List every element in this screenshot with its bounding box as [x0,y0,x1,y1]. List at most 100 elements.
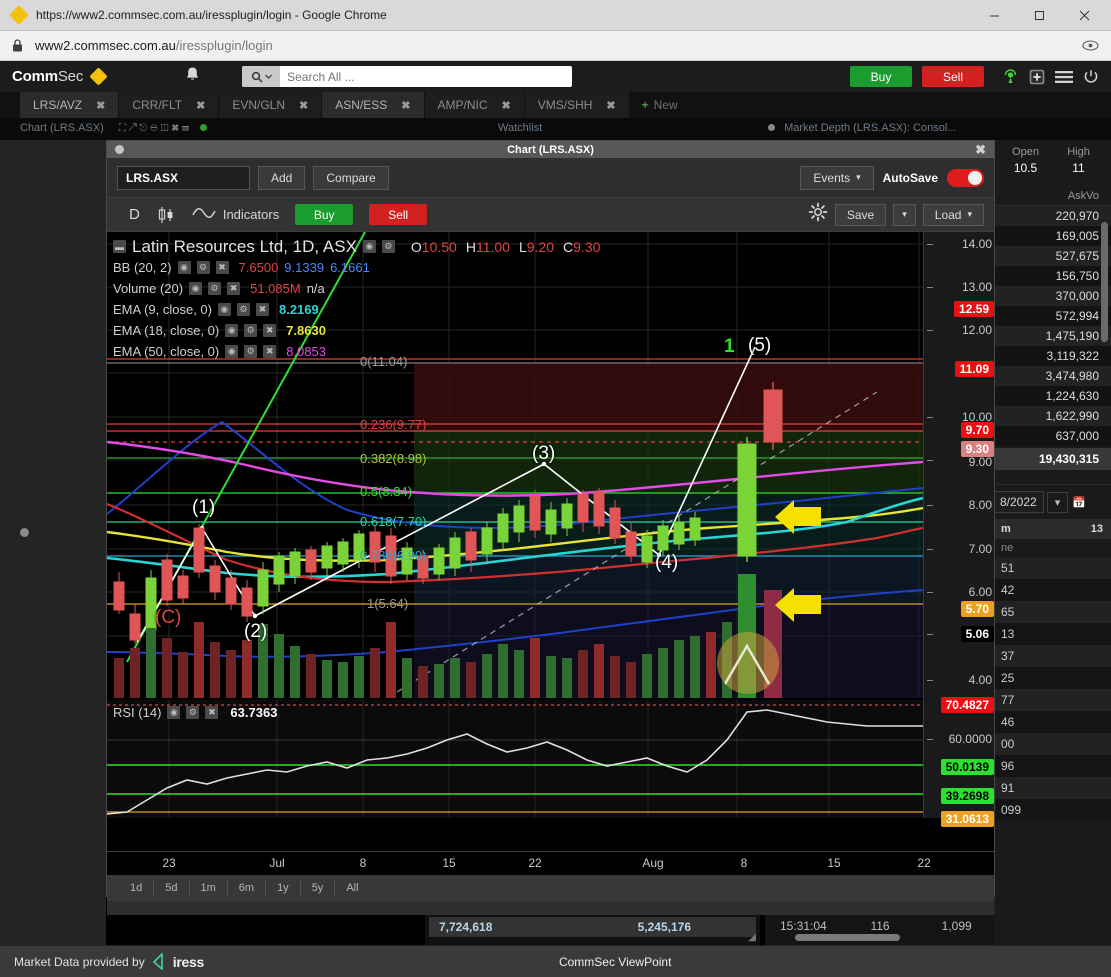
workspace-tab-evn-gln[interactable]: EVN/GLN ✖ [219,92,323,118]
resize-grip[interactable]: ◢ [748,932,756,943]
visibility-icon[interactable]: ◉ [177,261,191,274]
minimize-button[interactable] [972,0,1017,30]
list-item[interactable]: 91 [993,777,1111,799]
list-item[interactable]: 25 [993,667,1111,689]
table-row[interactable]: 3,474,980 [993,366,1111,386]
load-button[interactable]: Load ▾ [922,203,984,226]
browser-url-bar[interactable]: www2.commsec.com.au/iressplugin/login [0,31,1111,61]
chart-window-titlebar[interactable]: Chart (LRS.ASX) ✖ [107,141,994,158]
list-item[interactable]: 42 [993,579,1111,601]
add-panel-icon[interactable] [1029,69,1045,85]
close-icon[interactable]: ✖ [205,706,219,719]
list-item[interactable]: 13 [993,623,1111,645]
chart-canvas[interactable]: 0(11.04) 0.236(9.77) 0.382(8.98) 0.5(8.3… [107,232,994,851]
table-row[interactable]: 15:31:04 116 1,099 [765,915,995,937]
workspace-tab-lrs-avz[interactable]: LRS/AVZ ✖ [20,92,120,118]
visibility-icon[interactable]: ◉ [189,282,203,295]
timeframe-6m[interactable]: 6m [228,881,267,895]
close-icon[interactable]: ✖ [227,282,241,295]
price-pane[interactable]: 0(11.04) 0.236(9.77) 0.382(8.98) 0.5(8.3… [107,232,923,698]
compare-button[interactable]: Compare [313,165,389,190]
table-row[interactable]: 527,675 [993,246,1111,266]
settings-icon[interactable]: ⚙ [236,303,250,316]
panel-icons[interactable]: ⛶ ↗ ⎋ ⊖ ◫ ✖ ☰ [118,123,190,134]
settings-icon[interactable]: ⚙ [186,706,200,719]
table-row[interactable]: 1,475,190 [993,326,1111,346]
close-tab-icon[interactable]: ✖ [299,99,309,112]
timeframe-all[interactable]: All [346,882,359,894]
table-row[interactable]: 156,750 [993,266,1111,286]
close-icon[interactable]: ✖ [215,261,229,274]
panel-title-chart[interactable]: Chart (LRS.ASX) ⛶ ↗ ⎋ ⊖ ◫ ✖ ☰ [20,122,208,134]
save-dropdown-icon[interactable]: ▾ [893,203,916,226]
close-icon[interactable]: ✖ [263,324,277,337]
table-row[interactable]: 3,119,322 [993,346,1111,366]
global-search[interactable] [242,66,573,87]
price-axis[interactable]: 14.00 13.00 12.59 12.00 11.09 10.00 9.70… [923,232,994,827]
table-row[interactable]: 1,224,630 [993,386,1111,406]
timeframe-1y[interactable]: 1y [266,881,301,895]
list-item[interactable]: 96 [993,755,1111,777]
chart-buy-button[interactable]: Buy [295,204,354,225]
workspace-tab-amp-nic[interactable]: AMP/NIC ✖ [424,92,525,118]
notifications-bell-icon[interactable] [185,66,200,88]
panel-title-market-depth[interactable]: Market Depth (LRS.ASX): Consol... [768,122,956,134]
search-icon-button[interactable] [242,66,281,87]
list-item[interactable]: 46 [993,711,1111,733]
panel-drag-handle[interactable] [20,528,29,537]
visibility-icon[interactable]: ◉ [167,706,181,719]
add-symbol-button[interactable]: Add [258,165,306,190]
horizontal-scrollbar[interactable] [795,934,900,941]
workspace-tab-crr-flt[interactable]: CRR/FLT ✖ [119,92,220,118]
timeframe-5d[interactable]: 5d [154,881,190,895]
indicators-button[interactable]: Indicators [192,207,279,222]
collapse-icon[interactable]: ▬ [113,240,126,253]
rsi-pane[interactable]: RSI (14) ◉ ⚙ ✖ 63.7363 [107,700,923,818]
settings-icon[interactable]: ⚙ [244,345,258,358]
save-button[interactable]: Save [834,203,887,226]
date-dropdown-icon[interactable]: ▾ [1046,491,1069,513]
broadcast-icon[interactable] [1002,68,1019,85]
settings-gear-icon[interactable] [808,202,828,227]
settings-icon[interactable]: ⚙ [196,261,210,274]
depth-scrollbar[interactable] [1101,222,1108,342]
list-item[interactable]: 77 [993,689,1111,711]
visibility-icon[interactable]: ◉ [225,345,239,358]
visibility-icon[interactable]: ◉ [362,240,376,253]
close-icon[interactable]: ✖ [263,345,277,358]
chart-sell-button[interactable]: Sell [369,204,428,225]
list-item[interactable]: 37 [993,645,1111,667]
close-tab-icon[interactable]: ✖ [96,99,106,112]
table-row[interactable]: 169,005 [993,226,1111,246]
workspace-tab-asn-ess[interactable]: ASN/ESS ✖ [322,92,425,118]
chart-type-candles-icon[interactable] [156,206,176,224]
time-axis[interactable]: 23 Jul 8 15 22 Aug 8 15 22 [107,851,994,875]
list-item[interactable]: 00 [993,733,1111,755]
date-field[interactable]: 8/2022 [993,491,1044,513]
table-row[interactable]: 572,994 [993,306,1111,326]
visibility-icon[interactable]: ◉ [225,324,239,337]
panel-title-watchlist[interactable]: Watchlist [498,122,543,134]
timeframe-1d[interactable]: 1d [119,881,155,895]
settings-icon[interactable]: ⚙ [244,324,258,337]
calendar-icon[interactable]: 📅 [1072,496,1086,509]
close-tab-icon[interactable]: ✖ [501,99,511,112]
visibility-icon[interactable]: ◉ [217,303,231,316]
list-item[interactable]: 51 [993,557,1111,579]
timeframe-1m[interactable]: 1m [190,881,228,895]
close-tab-icon[interactable]: ✖ [196,99,206,112]
close-icon[interactable]: ✖ [255,303,269,316]
table-row[interactable]: 1,622,990 [993,406,1111,426]
table-row[interactable]: 637,000 [993,426,1111,446]
header-buy-button[interactable]: Buy [850,66,912,87]
close-tab-icon[interactable]: ✖ [401,99,411,112]
eye-icon[interactable] [1082,40,1099,51]
close-tab-icon[interactable]: ✖ [606,99,616,112]
hamburger-menu-icon[interactable] [1055,70,1073,84]
settings-icon[interactable]: ⚙ [381,240,395,253]
table-row[interactable]: 220,970 [993,206,1111,226]
maximize-button[interactable] [1017,0,1062,30]
header-sell-button[interactable]: Sell [922,66,984,87]
timeframe-5y[interactable]: 5y [301,881,336,895]
workspace-tab-vms-shh[interactable]: VMS/SHH ✖ [524,92,630,118]
